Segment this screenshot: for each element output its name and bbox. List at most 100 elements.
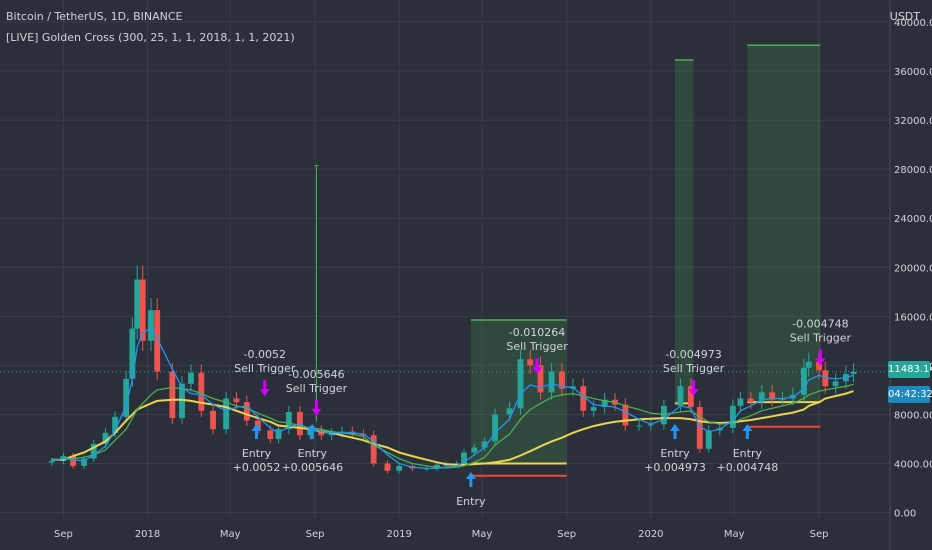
- x-tick-label: May: [472, 529, 493, 540]
- y-tick-label: 28000.00: [894, 165, 932, 176]
- candle-body: [506, 408, 513, 415]
- candle-body: [384, 463, 391, 471]
- y-tick-label: 4000.00: [894, 459, 932, 470]
- sell-arrow-icon: [815, 349, 826, 366]
- candle-body: [590, 407, 597, 411]
- candle-body: [112, 416, 119, 433]
- candle-body: [307, 430, 314, 436]
- y-tick-label: 40000.00: [894, 18, 932, 29]
- x-axis[interactable]: Sep 2018 May Sep 2019 May Sep 2020 May Sep: [54, 529, 828, 540]
- candle-body: [243, 402, 250, 421]
- candle-body: [471, 447, 478, 453]
- candle-body: [527, 359, 534, 366]
- entry-label: Entry: [456, 495, 486, 508]
- candle-body: [129, 328, 136, 379]
- candle-body: [461, 452, 467, 464]
- candle-body: [102, 432, 109, 444]
- moving-averages: [51, 327, 854, 470]
- x-tick-label: Sep: [54, 529, 73, 540]
- candle-body: [134, 279, 141, 329]
- entry-arrow-icon: [465, 472, 476, 487]
- candle-body: [267, 430, 274, 439]
- candle-body: [396, 465, 403, 471]
- sell-value: -0.004973: [665, 348, 721, 361]
- candle-body: [548, 371, 555, 393]
- candle-body: [805, 361, 812, 368]
- candle-body: [687, 386, 694, 408]
- candle-body: [677, 386, 684, 406]
- y-tick-label: 24000.00: [894, 214, 932, 225]
- candle-body: [370, 435, 377, 464]
- x-tick-label: Sep: [557, 529, 576, 540]
- entry-arrow-icon: [307, 424, 318, 439]
- profit-zone: [674, 60, 694, 404]
- y-tick-label: 36000.00: [894, 67, 932, 78]
- y-tick-label: 0.00: [894, 509, 916, 520]
- candle-body: [758, 392, 765, 403]
- sell-arrow-icon: [311, 399, 322, 416]
- candle-body: [154, 310, 161, 372]
- moving-average-green: [51, 383, 854, 469]
- candle-body: [90, 443, 97, 459]
- sell-arrow-icon: [532, 358, 543, 375]
- candle-body: [179, 383, 185, 419]
- candle-body: [800, 367, 807, 395]
- sell-value: -0.010264: [509, 326, 565, 339]
- entry-arrow-icon: [742, 424, 753, 439]
- y-tick-label: 8000.00: [894, 410, 932, 421]
- currency-label: USDT: [889, 10, 920, 23]
- candle-body: [481, 441, 488, 448]
- candle-body: [832, 381, 839, 387]
- symbol-title[interactable]: Bitcoin / TetherUS, 1D, BINANCE: [6, 10, 183, 23]
- candle-body: [81, 458, 88, 466]
- profit-zone: [747, 45, 821, 403]
- x-tick-label: 2019: [386, 529, 411, 540]
- sell-arrow-icon: [259, 380, 270, 397]
- countdown-tag: 04:42:32: [888, 386, 932, 403]
- candle-body: [696, 407, 703, 449]
- candle-body: [198, 372, 205, 411]
- candle-body: [705, 430, 712, 449]
- grid-lines: [0, 0, 891, 550]
- entry-arrow-icon: [251, 424, 262, 439]
- x-tick-label: May: [724, 529, 745, 540]
- entry-arrow-icon: [669, 424, 680, 439]
- candle-body: [123, 378, 130, 417]
- candle-body: [816, 361, 822, 371]
- candle-body: [328, 432, 335, 436]
- last-price-tag: 11483.14: [888, 361, 932, 378]
- indicator-title[interactable]: [LIVE] Golden Cross (300, 25, 1, 1, 2018…: [6, 31, 295, 44]
- entry-value: +0.004748: [717, 461, 779, 474]
- x-tick-label: May: [220, 529, 241, 540]
- x-tick-label: Sep: [306, 529, 325, 540]
- candle-body: [601, 399, 608, 408]
- entry-label: Entry: [733, 447, 763, 460]
- candle-body: [48, 461, 55, 463]
- candle-body: [188, 372, 194, 384]
- entry-label: Entry: [660, 447, 690, 460]
- candle-body: [769, 392, 776, 400]
- sell-label: Sell Trigger: [286, 382, 348, 395]
- y-axis[interactable]: 0.004000.008000.0012000.0016000.0020000.…: [894, 18, 932, 520]
- candle-body: [729, 405, 736, 428]
- trade-zones: [314, 44, 821, 477]
- candle-body: [223, 398, 230, 430]
- entry-value: +0.0052: [233, 461, 281, 474]
- candle-body: [636, 425, 643, 427]
- candle-body: [747, 398, 754, 403]
- candle-body: [443, 464, 449, 466]
- candle-body: [254, 420, 261, 431]
- candle-body: [558, 371, 565, 389]
- sell-value: -0.005646: [288, 368, 344, 381]
- candle-body: [233, 398, 240, 403]
- candle-body: [139, 279, 146, 341]
- x-tick-label: 2020: [638, 529, 663, 540]
- entry-value: +0.005646: [281, 461, 343, 474]
- candle-body: [537, 365, 544, 393]
- y-tick-label: 32000.00: [894, 116, 932, 127]
- sell-label: Sell Trigger: [506, 340, 568, 353]
- candle-body: [517, 359, 524, 409]
